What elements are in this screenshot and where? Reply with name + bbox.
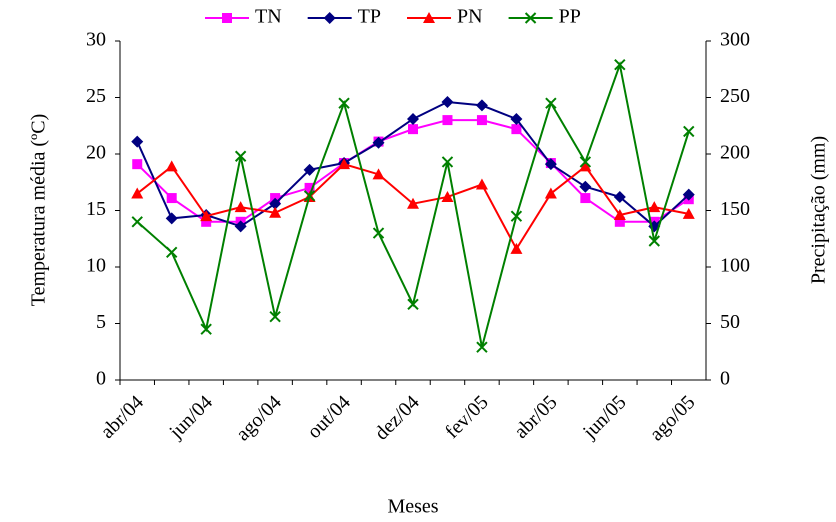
legend-label: TN — [255, 6, 282, 28]
marker — [579, 160, 592, 172]
marker — [234, 150, 247, 162]
marker — [132, 159, 143, 170]
marker — [423, 12, 436, 23]
marker — [165, 160, 178, 172]
marker — [407, 298, 419, 310]
y2-tick-label: 300 — [720, 29, 750, 51]
marker — [475, 178, 488, 190]
x-tick-label: ago/05 — [645, 391, 699, 445]
marker — [200, 323, 212, 335]
marker — [682, 188, 695, 201]
marker — [579, 156, 592, 168]
marker — [407, 112, 419, 125]
y2-tick-label: 250 — [720, 85, 750, 107]
y-tick-label: 0 — [96, 368, 106, 390]
marker — [338, 97, 350, 109]
marker — [338, 158, 351, 170]
marker — [269, 311, 281, 323]
marker — [407, 197, 419, 209]
marker — [511, 124, 522, 135]
x-tick-label: ago/04 — [232, 391, 286, 445]
y2-tick-label: 200 — [720, 142, 750, 164]
marker — [682, 207, 695, 219]
legend-label: PP — [559, 6, 581, 28]
marker — [165, 246, 178, 259]
marker — [510, 112, 523, 125]
y-tick-label: 5 — [96, 311, 106, 333]
marker — [580, 193, 591, 204]
y2-tick-label: 100 — [720, 255, 750, 277]
marker — [613, 190, 626, 203]
marker — [131, 135, 144, 148]
marker — [234, 201, 247, 213]
marker — [166, 193, 177, 204]
marker — [476, 115, 487, 126]
y2-axis-title: Precipitação (mm) — [808, 136, 830, 284]
x-tick-label: jun/04 — [165, 391, 217, 443]
marker — [544, 187, 557, 199]
marker — [303, 163, 316, 176]
y-tick-label: 20 — [86, 142, 106, 164]
marker — [131, 187, 144, 199]
marker — [408, 124, 418, 135]
x-tick-label: out/04 — [303, 391, 355, 443]
marker — [648, 201, 661, 213]
marker — [201, 216, 212, 227]
marker — [524, 12, 537, 24]
y-tick-label: 15 — [86, 198, 106, 220]
y-axis-title: Temperatura média (ºC) — [28, 114, 50, 307]
y-tick-label: 25 — [86, 85, 106, 107]
marker — [200, 210, 213, 222]
marker — [131, 216, 143, 228]
marker — [475, 99, 488, 112]
marker — [269, 206, 282, 218]
marker — [442, 115, 453, 126]
legend-label: TP — [358, 6, 381, 28]
x-tick-label: abr/05 — [510, 391, 562, 443]
marker — [303, 190, 316, 202]
marker — [372, 227, 385, 239]
marker — [441, 190, 454, 202]
x-tick-label: fev/05 — [441, 391, 493, 443]
marker — [372, 136, 385, 149]
legend-label: PN — [457, 6, 483, 28]
y2-tick-label: 50 — [720, 311, 740, 333]
marker — [510, 210, 523, 222]
marker — [613, 209, 626, 221]
marker — [510, 242, 523, 254]
marker — [476, 341, 488, 353]
y-tick-label: 30 — [86, 29, 106, 51]
marker — [269, 197, 282, 210]
y-tick-label: 10 — [86, 255, 106, 277]
marker — [683, 125, 695, 138]
marker — [304, 182, 315, 193]
x-tick-label: abr/04 — [96, 391, 148, 443]
marker — [441, 96, 454, 109]
x-tick-label: jun/05 — [578, 391, 630, 443]
marker — [372, 168, 385, 180]
y2-tick-label: 0 — [720, 368, 730, 390]
x-axis-title: Meses — [387, 496, 438, 518]
marker — [579, 180, 592, 193]
marker — [323, 12, 336, 24]
marker — [222, 13, 232, 23]
marker — [234, 220, 247, 233]
marker — [165, 212, 178, 225]
y2-tick-label: 150 — [720, 198, 750, 220]
marker — [545, 97, 557, 109]
marker — [648, 235, 661, 247]
marker — [614, 59, 626, 71]
x-tick-label: dez/04 — [371, 391, 424, 444]
marker — [544, 158, 557, 171]
marker — [441, 156, 454, 168]
marker — [614, 216, 625, 227]
